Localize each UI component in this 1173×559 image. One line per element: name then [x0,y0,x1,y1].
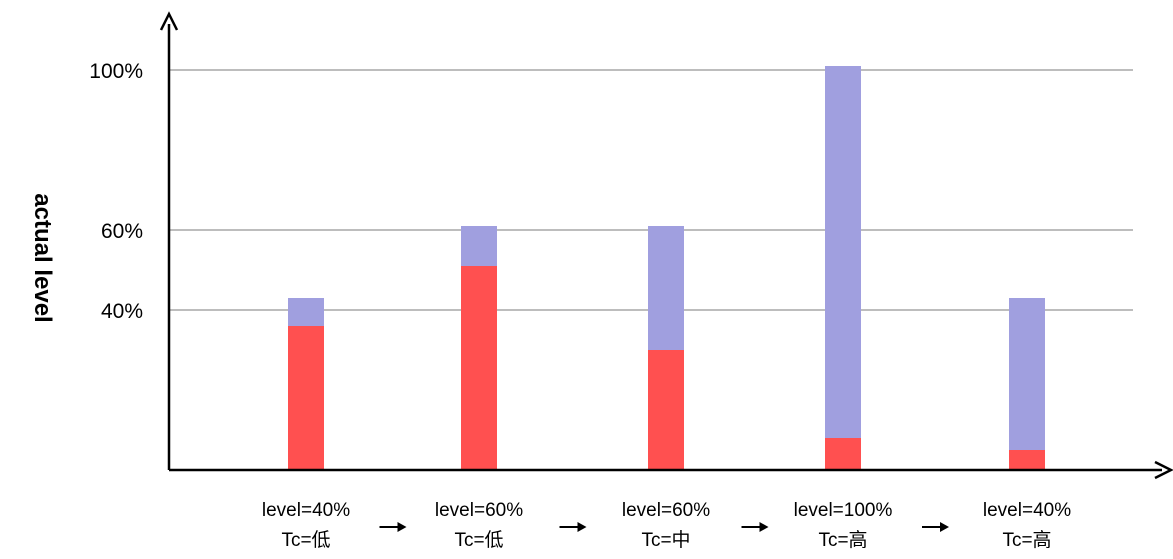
x-tick-labels: level=40% Tc=低 level=60% Tc=低 level=60% Tc=中 l… [262,500,1071,551]
bar-segment-series-2 [825,66,861,438]
x-tick-label-line2: Tc=低 [454,529,503,551]
arrow-icon [741,522,769,532]
arrow-icon [379,522,407,532]
arrow-icon [559,522,587,532]
y-tick-label: 100% [89,60,143,83]
bar-segment-series-1 [1009,450,1045,470]
x-tick-label-line2: Tc=中 [641,529,690,551]
y-tick-labels: 100% 60% 40% [89,60,143,323]
y-tick-label: 40% [101,300,143,323]
y-tick-label: 60% [101,220,143,243]
bar-segment-series-2 [288,298,324,326]
x-tick-label-line1: level=60% [435,500,523,521]
x-tick-label-line1: level=40% [262,500,350,521]
bar-segment-series-1 [288,326,324,470]
bar-segment-series-2 [648,226,684,350]
transition-arrows [379,522,949,532]
axes [159,11,1173,480]
x-tick-label-line1: level=60% [622,500,710,521]
bar-segment-series-2 [461,226,497,266]
x-tick-label-line2: Tc=低 [281,529,330,551]
bar-segment-series-1 [825,438,861,470]
bar-segment-series-1 [461,266,497,470]
arrow-icon [922,522,949,532]
y-axis-label: actual level [29,193,56,322]
x-axis-arrowhead [1154,460,1173,480]
bars [288,66,1045,470]
x-tick-label-line1: level=40% [983,500,1071,521]
x-tick-label-line2: Tc=高 [1002,529,1051,551]
y-axis-arrowhead [159,11,179,31]
bar-segment-series-1 [648,350,684,470]
x-tick-label-line1: level=100% [794,500,893,521]
x-tick-label-line2: Tc=高 [818,529,867,551]
bar-segment-series-2 [1009,298,1045,450]
